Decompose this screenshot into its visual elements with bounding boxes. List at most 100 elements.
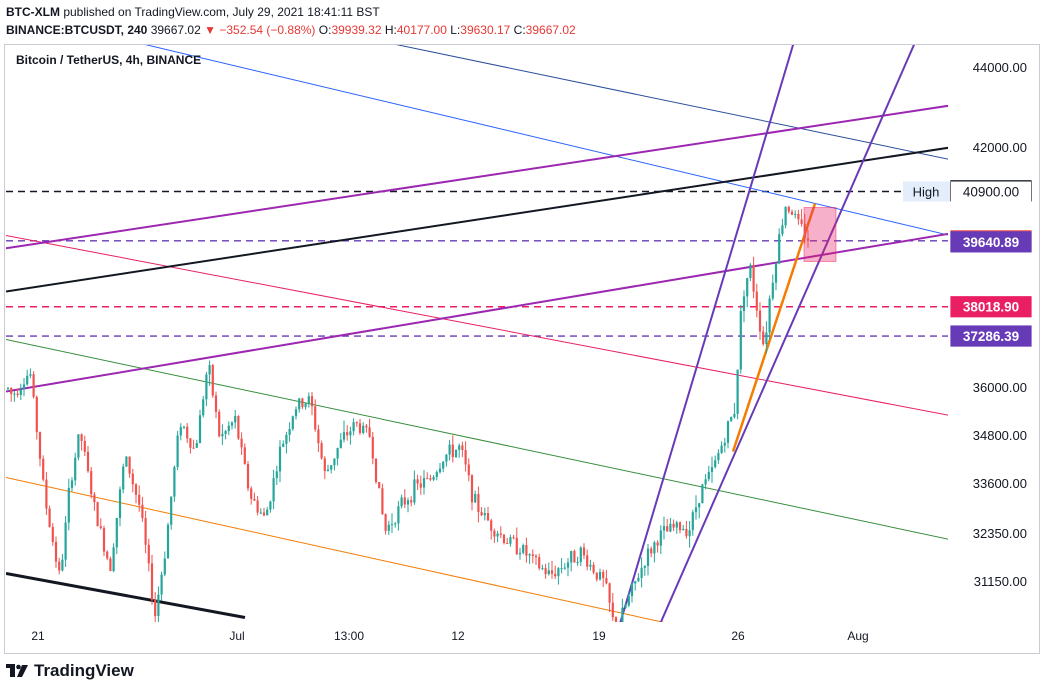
black-bottom-trendline[interactable] — [6, 572, 246, 619]
candle — [198, 409, 202, 444]
candle — [352, 418, 355, 436]
candle — [16, 388, 19, 398]
candle — [275, 465, 278, 485]
candle — [278, 440, 282, 483]
candle — [717, 449, 720, 464]
candle — [51, 522, 54, 546]
candle — [406, 497, 410, 513]
candle — [518, 547, 522, 560]
candle — [74, 452, 77, 486]
y-tick-label: 36000.00 — [973, 380, 1027, 395]
candle — [144, 510, 147, 554]
pink-range-box[interactable] — [803, 207, 837, 262]
x-tick-label: 26 — [731, 629, 745, 643]
price-label[interactable]: High 40900.00 — [903, 181, 1031, 202]
candle — [26, 369, 29, 386]
candle — [688, 521, 691, 548]
blue-dark-trendline[interactable] — [6, 0, 950, 160]
purple-upper-trendline[interactable] — [6, 104, 950, 250]
candle — [253, 492, 256, 502]
candle — [224, 429, 227, 440]
plot-area[interactable] — [6, 0, 950, 641]
candle — [61, 554, 64, 572]
candle — [742, 290, 746, 323]
candle — [58, 557, 61, 575]
publisher-name[interactable]: BTC-XLM — [6, 5, 60, 19]
candle — [230, 421, 234, 430]
low-label: L: — [450, 23, 461, 37]
candle — [163, 551, 166, 577]
candle — [307, 392, 310, 408]
candle — [656, 540, 659, 553]
candle — [314, 399, 317, 432]
candle — [618, 621, 620, 622]
orange-trendline[interactable] — [6, 477, 705, 632]
candle — [726, 420, 730, 449]
candle — [22, 377, 26, 397]
price-label[interactable]: 39640.89 — [950, 231, 1032, 253]
black-mid-trendline[interactable] — [6, 146, 950, 293]
candle — [771, 274, 774, 301]
candle — [330, 465, 333, 474]
candle — [669, 517, 672, 533]
candle — [134, 483, 138, 504]
candle — [355, 421, 358, 427]
tradingview-logo[interactable]: TradingView — [6, 661, 134, 681]
candle — [365, 423, 368, 433]
orange-support-trendline[interactable] — [731, 203, 817, 452]
publish-text: published on TradingView.com, July 29, 2… — [60, 5, 380, 19]
candle — [634, 580, 637, 591]
candle — [758, 302, 762, 340]
price-label[interactable]: 38018.90 — [950, 296, 1032, 318]
candle — [45, 472, 48, 516]
candle — [720, 441, 723, 454]
candle — [541, 564, 544, 571]
candle — [448, 439, 451, 461]
candle — [512, 534, 515, 540]
candle — [566, 558, 570, 577]
y-tick-label: 42000.00 — [973, 140, 1027, 155]
close-value: 39667.02 — [525, 23, 576, 37]
publish-info: BTC-XLM published on TradingView.com, Ju… — [6, 4, 380, 20]
candle — [534, 553, 538, 566]
candle — [531, 549, 534, 564]
price-label[interactable]: 37286.39 — [950, 325, 1032, 347]
candle — [154, 592, 157, 622]
purple-lower-trendline[interactable] — [6, 232, 950, 393]
violet-channel-line-right[interactable] — [655, 0, 940, 636]
candle — [227, 421, 230, 436]
price-change: −352.54 (−0.88%) — [219, 23, 316, 37]
candle — [458, 443, 461, 458]
candle — [147, 538, 150, 572]
candle — [614, 616, 618, 622]
candle — [397, 500, 400, 531]
high-value: 40177.00 — [396, 23, 447, 37]
candle — [384, 513, 387, 535]
green-trendline[interactable] — [6, 339, 950, 540]
candle — [125, 456, 128, 467]
candle — [662, 516, 666, 540]
candle — [378, 481, 381, 489]
candle — [602, 569, 605, 588]
candle — [746, 277, 749, 308]
y-tick-label: 44000.00 — [973, 60, 1027, 75]
candle — [246, 461, 250, 492]
candle — [262, 507, 266, 517]
candle — [627, 591, 630, 608]
x-tick-label: Jul — [229, 629, 244, 643]
candle — [499, 526, 502, 539]
pink-trendline[interactable] — [6, 235, 950, 416]
candle — [800, 209, 803, 227]
candle — [176, 430, 179, 471]
violet-channel-line-left[interactable] — [619, 0, 818, 624]
candle — [480, 506, 483, 517]
candle — [323, 456, 326, 480]
candle — [368, 418, 371, 438]
candle — [797, 209, 800, 225]
candle — [589, 559, 592, 571]
candle — [493, 528, 496, 543]
y-tick-label: 32350.00 — [973, 526, 1027, 541]
tradingview-logo-icon — [6, 664, 28, 677]
blue-trendline[interactable] — [6, 12, 950, 236]
